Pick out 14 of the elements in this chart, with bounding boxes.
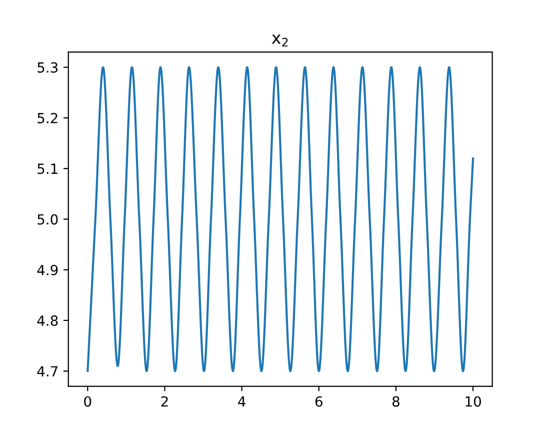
chart-title: x$_{2}$ — [272, 34, 288, 46]
y-tick-label: 4.7 — [37, 366, 58, 376]
y-tick-label: 5.1 — [38, 164, 58, 174]
x-tick-label: 10 — [466, 396, 481, 407]
y-tick-label: 5.3 — [38, 62, 58, 73]
x-tick-label: 0 — [84, 396, 92, 407]
x-tick-label: 4 — [238, 396, 246, 407]
x-tick-label: 8 — [392, 396, 400, 407]
x-tick-label: 6 — [315, 396, 322, 407]
y-tick-label: 5.0 — [38, 214, 58, 225]
y-tick-label: 4.9 — [37, 264, 58, 276]
x-tick-label: 2 — [161, 396, 168, 407]
y-tick-label: 5.2 — [38, 112, 58, 124]
y-tick-label: 4.8 — [37, 315, 58, 326]
